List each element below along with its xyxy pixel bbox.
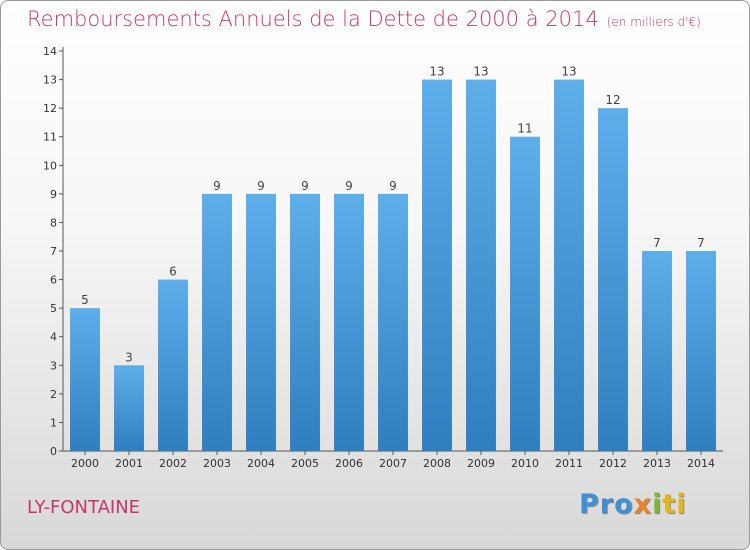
x-tick-label: 2014 [687,457,715,470]
bar-data-label: 6 [169,265,177,279]
bar-data-label: 13 [561,65,576,79]
bar-data-label: 11 [517,122,532,136]
bar [554,79,584,452]
y-tick-label: 10 [43,159,57,172]
y-tick-label: 5 [50,302,57,315]
commune-name: LY-FONTAINE [27,497,141,518]
bar [158,279,188,451]
y-tick-label: 3 [50,359,57,372]
y-tick-label: 14 [43,45,57,58]
bar-data-label: 3 [125,350,133,364]
bar-data-label: 13 [473,65,488,79]
y-tick-label: 0 [50,445,57,458]
x-tick-label: 2007 [379,457,407,470]
chart-title-text: Remboursements Annuels de la Dette de 20… [27,7,599,31]
bar-data-label: 13 [429,65,444,79]
bar-data-label: 9 [213,179,221,193]
y-tick-label: 11 [43,131,57,144]
x-tick-label: 2006 [335,457,363,470]
x-tick-label: 2011 [555,457,583,470]
y-tick-label: 4 [50,331,57,344]
bar [598,108,628,452]
x-tick-label: 2003 [203,457,231,470]
y-tick-label: 8 [50,216,57,229]
bar [114,365,144,451]
bar [422,79,452,452]
y-tick-label: 6 [50,274,57,287]
bar [466,79,496,452]
x-tick-label: 2013 [643,457,671,470]
x-tick-label: 2010 [511,457,539,470]
bar [290,193,320,451]
chart-title-unit: (en milliers d'€) [606,15,701,29]
x-tick-label: 2009 [467,457,495,470]
proxiti-logo: Proxiti [579,489,687,520]
x-tick-label: 2008 [423,457,451,470]
x-tick-label: 2000 [71,457,99,470]
chart-title: Remboursements Annuels de la Dette de 20… [27,7,701,31]
bar-data-label: 12 [605,93,620,107]
bar-data-label: 7 [697,236,705,250]
y-tick-label: 2 [50,388,57,401]
bar [510,136,540,451]
bar [70,308,100,451]
x-tick-label: 2001 [115,457,143,470]
bar-data-label: 7 [653,236,661,250]
y-tick-label: 7 [50,245,57,258]
y-tick-label: 13 [43,74,57,87]
bar [642,251,672,451]
x-tick-label: 2004 [247,457,275,470]
bar-data-label: 9 [345,179,353,193]
y-tick-label: 1 [50,416,57,429]
bar-data-label: 9 [389,179,397,193]
bar-data-label: 9 [301,179,309,193]
x-tick-label: 2005 [291,457,319,470]
y-tick-label: 9 [50,188,57,201]
bar [246,193,276,451]
bar [202,193,232,451]
bar-data-label: 9 [257,179,265,193]
y-tick-label: 12 [43,102,57,115]
x-tick-label: 2002 [159,457,187,470]
bar [334,193,364,451]
bar [686,251,716,451]
x-tick-label: 2012 [599,457,627,470]
bar-data-label: 5 [81,293,89,307]
bar [378,193,408,451]
